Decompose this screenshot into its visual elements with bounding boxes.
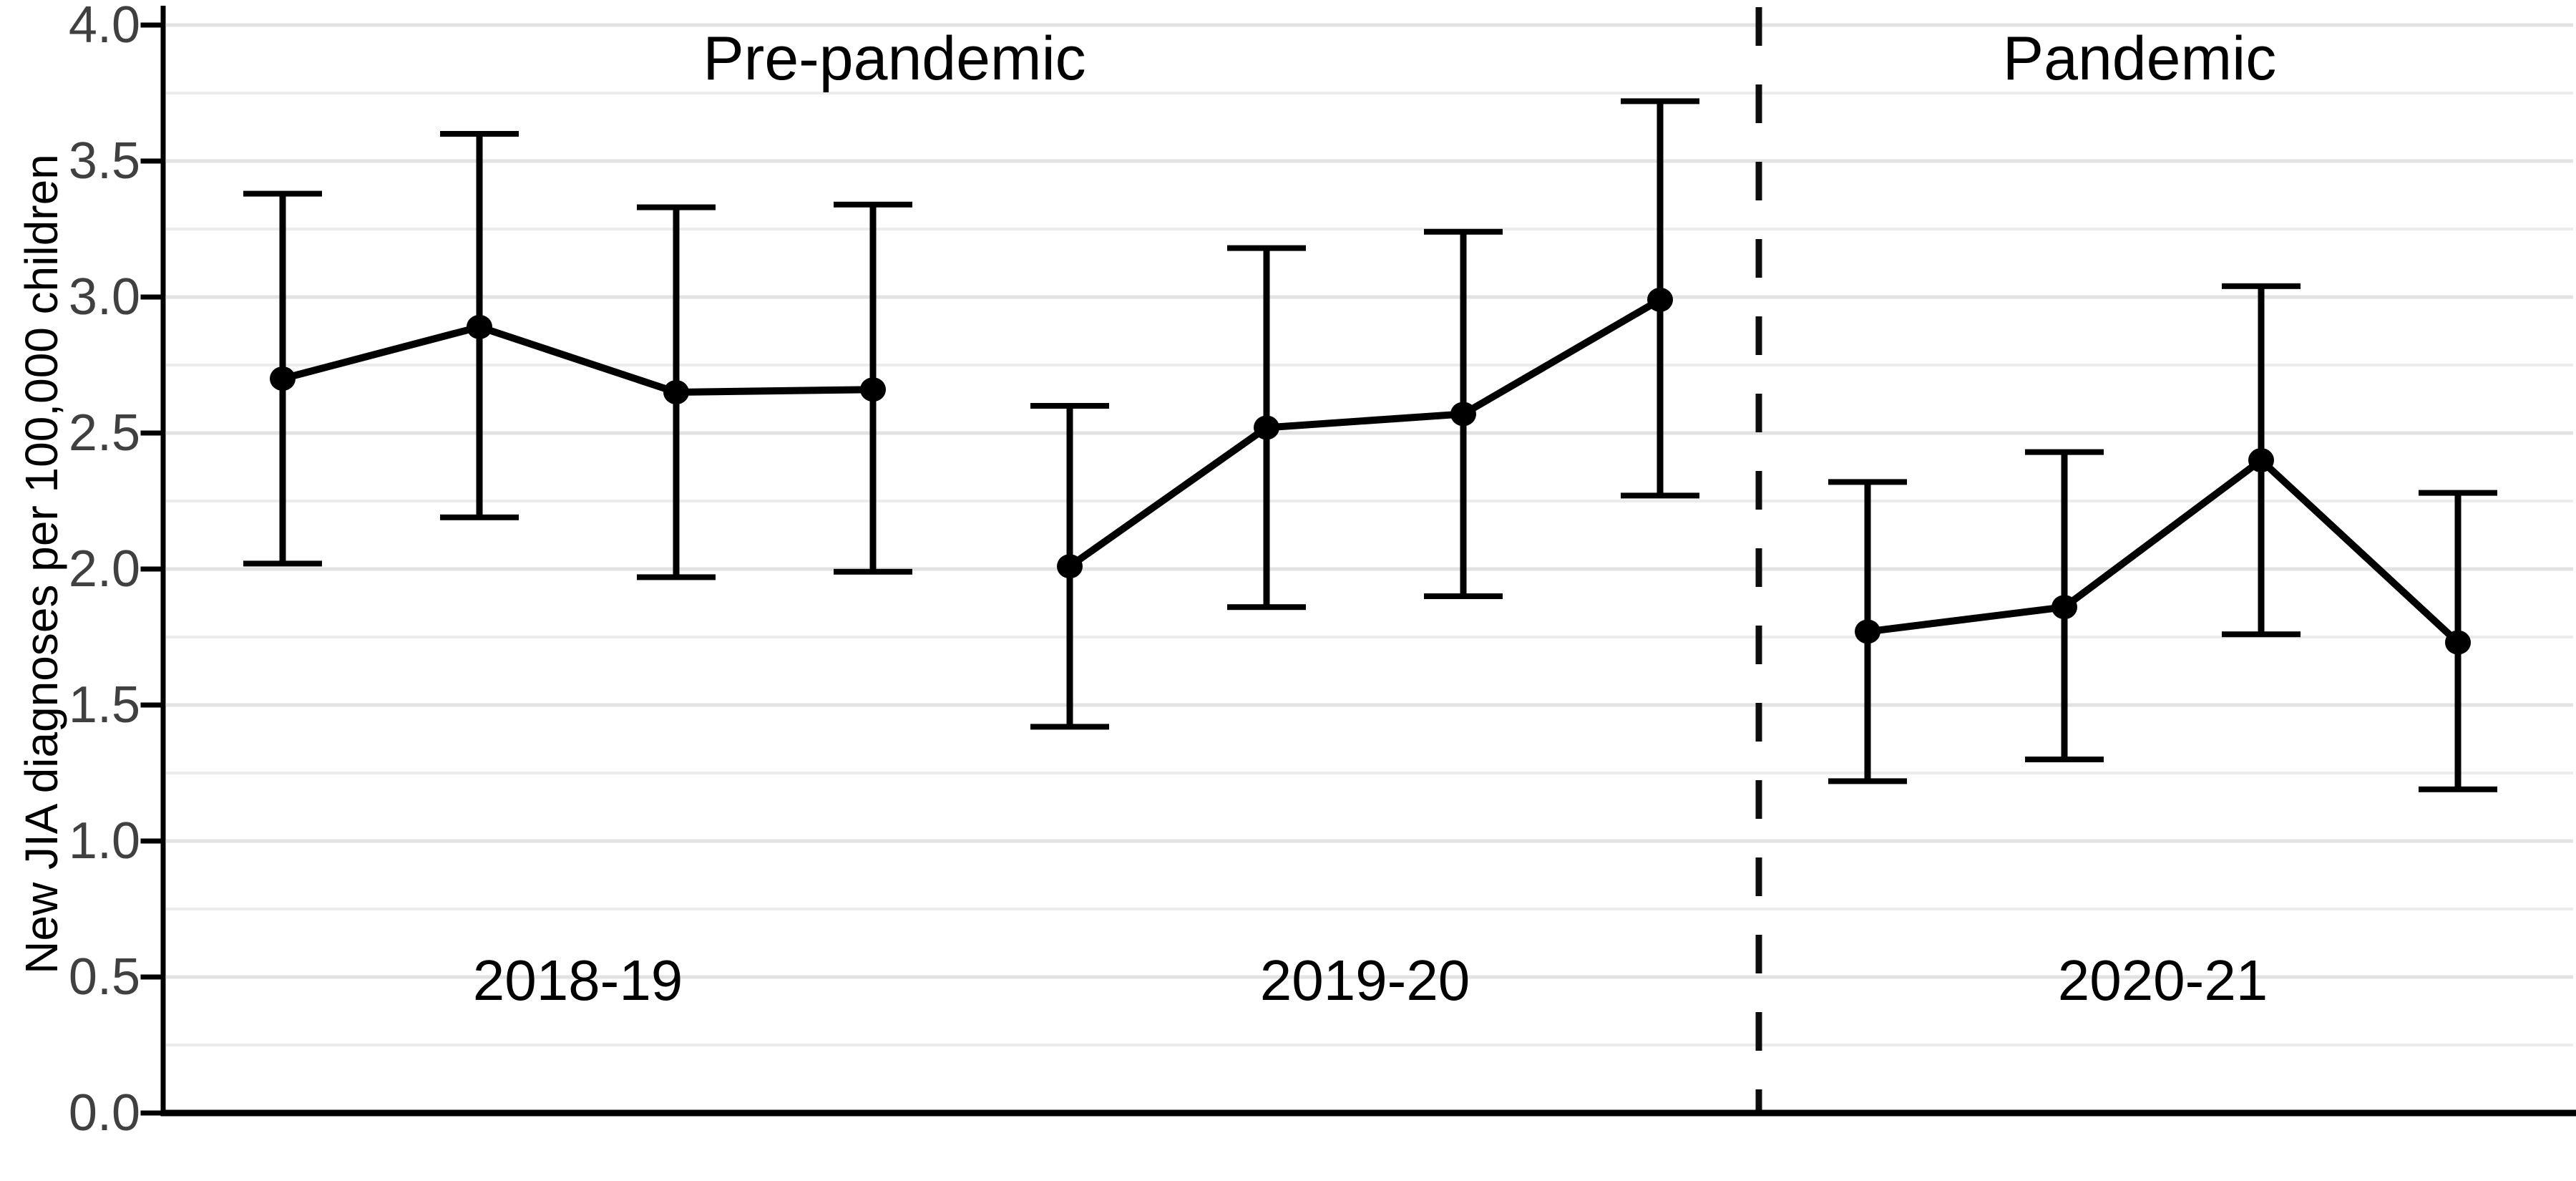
group-label-2018-19: 2018-19 [472,948,683,1012]
data-point [860,377,886,402]
error-bar-cap-upper [2025,449,2104,455]
data-point [1450,402,1476,427]
y-axis-line [160,6,166,1116]
error-bar-cap-upper [637,204,716,210]
data-point [467,314,492,339]
error-bar-cap-lower [440,514,519,520]
error-bar-cap-upper [1030,403,1109,409]
y-tick-mark [140,566,161,572]
error-bar-cap-upper [834,201,912,208]
y-tick-label: 0.5 [68,948,140,1006]
y-tick-mark [140,1110,161,1116]
data-point [1057,554,1083,579]
trend-line-2019-20 [1068,296,1662,570]
y-tick-label: 0.0 [68,1084,140,1142]
error-bar-cap-lower [1621,492,1699,499]
trend-line-2018-19 [281,323,874,397]
y-tick-mark [140,430,161,436]
y-tick-mark [140,158,161,164]
data-point [663,380,689,404]
error-bar-cap-upper [2419,490,2497,496]
data-point [1855,619,1880,644]
y-tick-mark [140,974,161,980]
y-tick-label: 1.0 [68,812,140,870]
data-point [1647,287,1673,312]
error-bar-cap-lower [637,574,716,580]
y-tick-mark [140,838,161,844]
error-bar-cap-lower [2025,757,2104,762]
error-bar-cap-upper [1828,479,1907,485]
error-bar-cap-upper [440,131,519,137]
error-bar-cap-upper [1621,98,1699,105]
error-bar-cap-lower [1030,724,1109,730]
error-bar-cap-lower [834,568,912,575]
error-bar-cap-lower [243,560,322,567]
error-bar-cap-upper [1227,245,1306,251]
error-bar-cap-lower [1424,593,1503,599]
y-tick-mark [140,702,161,708]
error-bar-cap-lower [2419,786,2497,792]
data-point [2445,630,2471,655]
group-label-2020-21: 2020-21 [2057,948,2268,1012]
data-point [1254,415,1279,440]
y-tick-label: 4.0 [68,0,140,54]
y-axis-title: New JIA diagnoses per 100,000 children [16,153,67,974]
data-point [2248,448,2274,472]
error-bar-cap-upper [2222,283,2301,289]
y-tick-label: 2.5 [68,404,140,462]
error-bar-cap-upper [1424,228,1503,235]
error-bar-cap-lower [1828,778,1907,784]
error-bar-cap-lower [1227,604,1306,611]
period-label-0: Pre-pandemic [703,24,1086,93]
data-point [2051,595,2077,620]
period-label-1: Pandemic [2002,24,2277,93]
y-tick-label: 1.5 [68,676,140,734]
group-label-2019-20: 2019-20 [1259,948,1470,1012]
y-tick-label: 3.0 [68,268,140,326]
trend-line-2020-21 [1867,455,2461,646]
error-bar-cap-lower [2222,631,2301,638]
error-bar-cap-upper [243,190,322,197]
y-tick-label: 3.5 [68,132,140,190]
y-tick-mark [140,294,161,300]
x-axis-line [160,1109,2576,1117]
y-tick-mark [140,22,161,28]
y-tick-label: 2.0 [68,540,140,598]
data-point [270,366,296,391]
